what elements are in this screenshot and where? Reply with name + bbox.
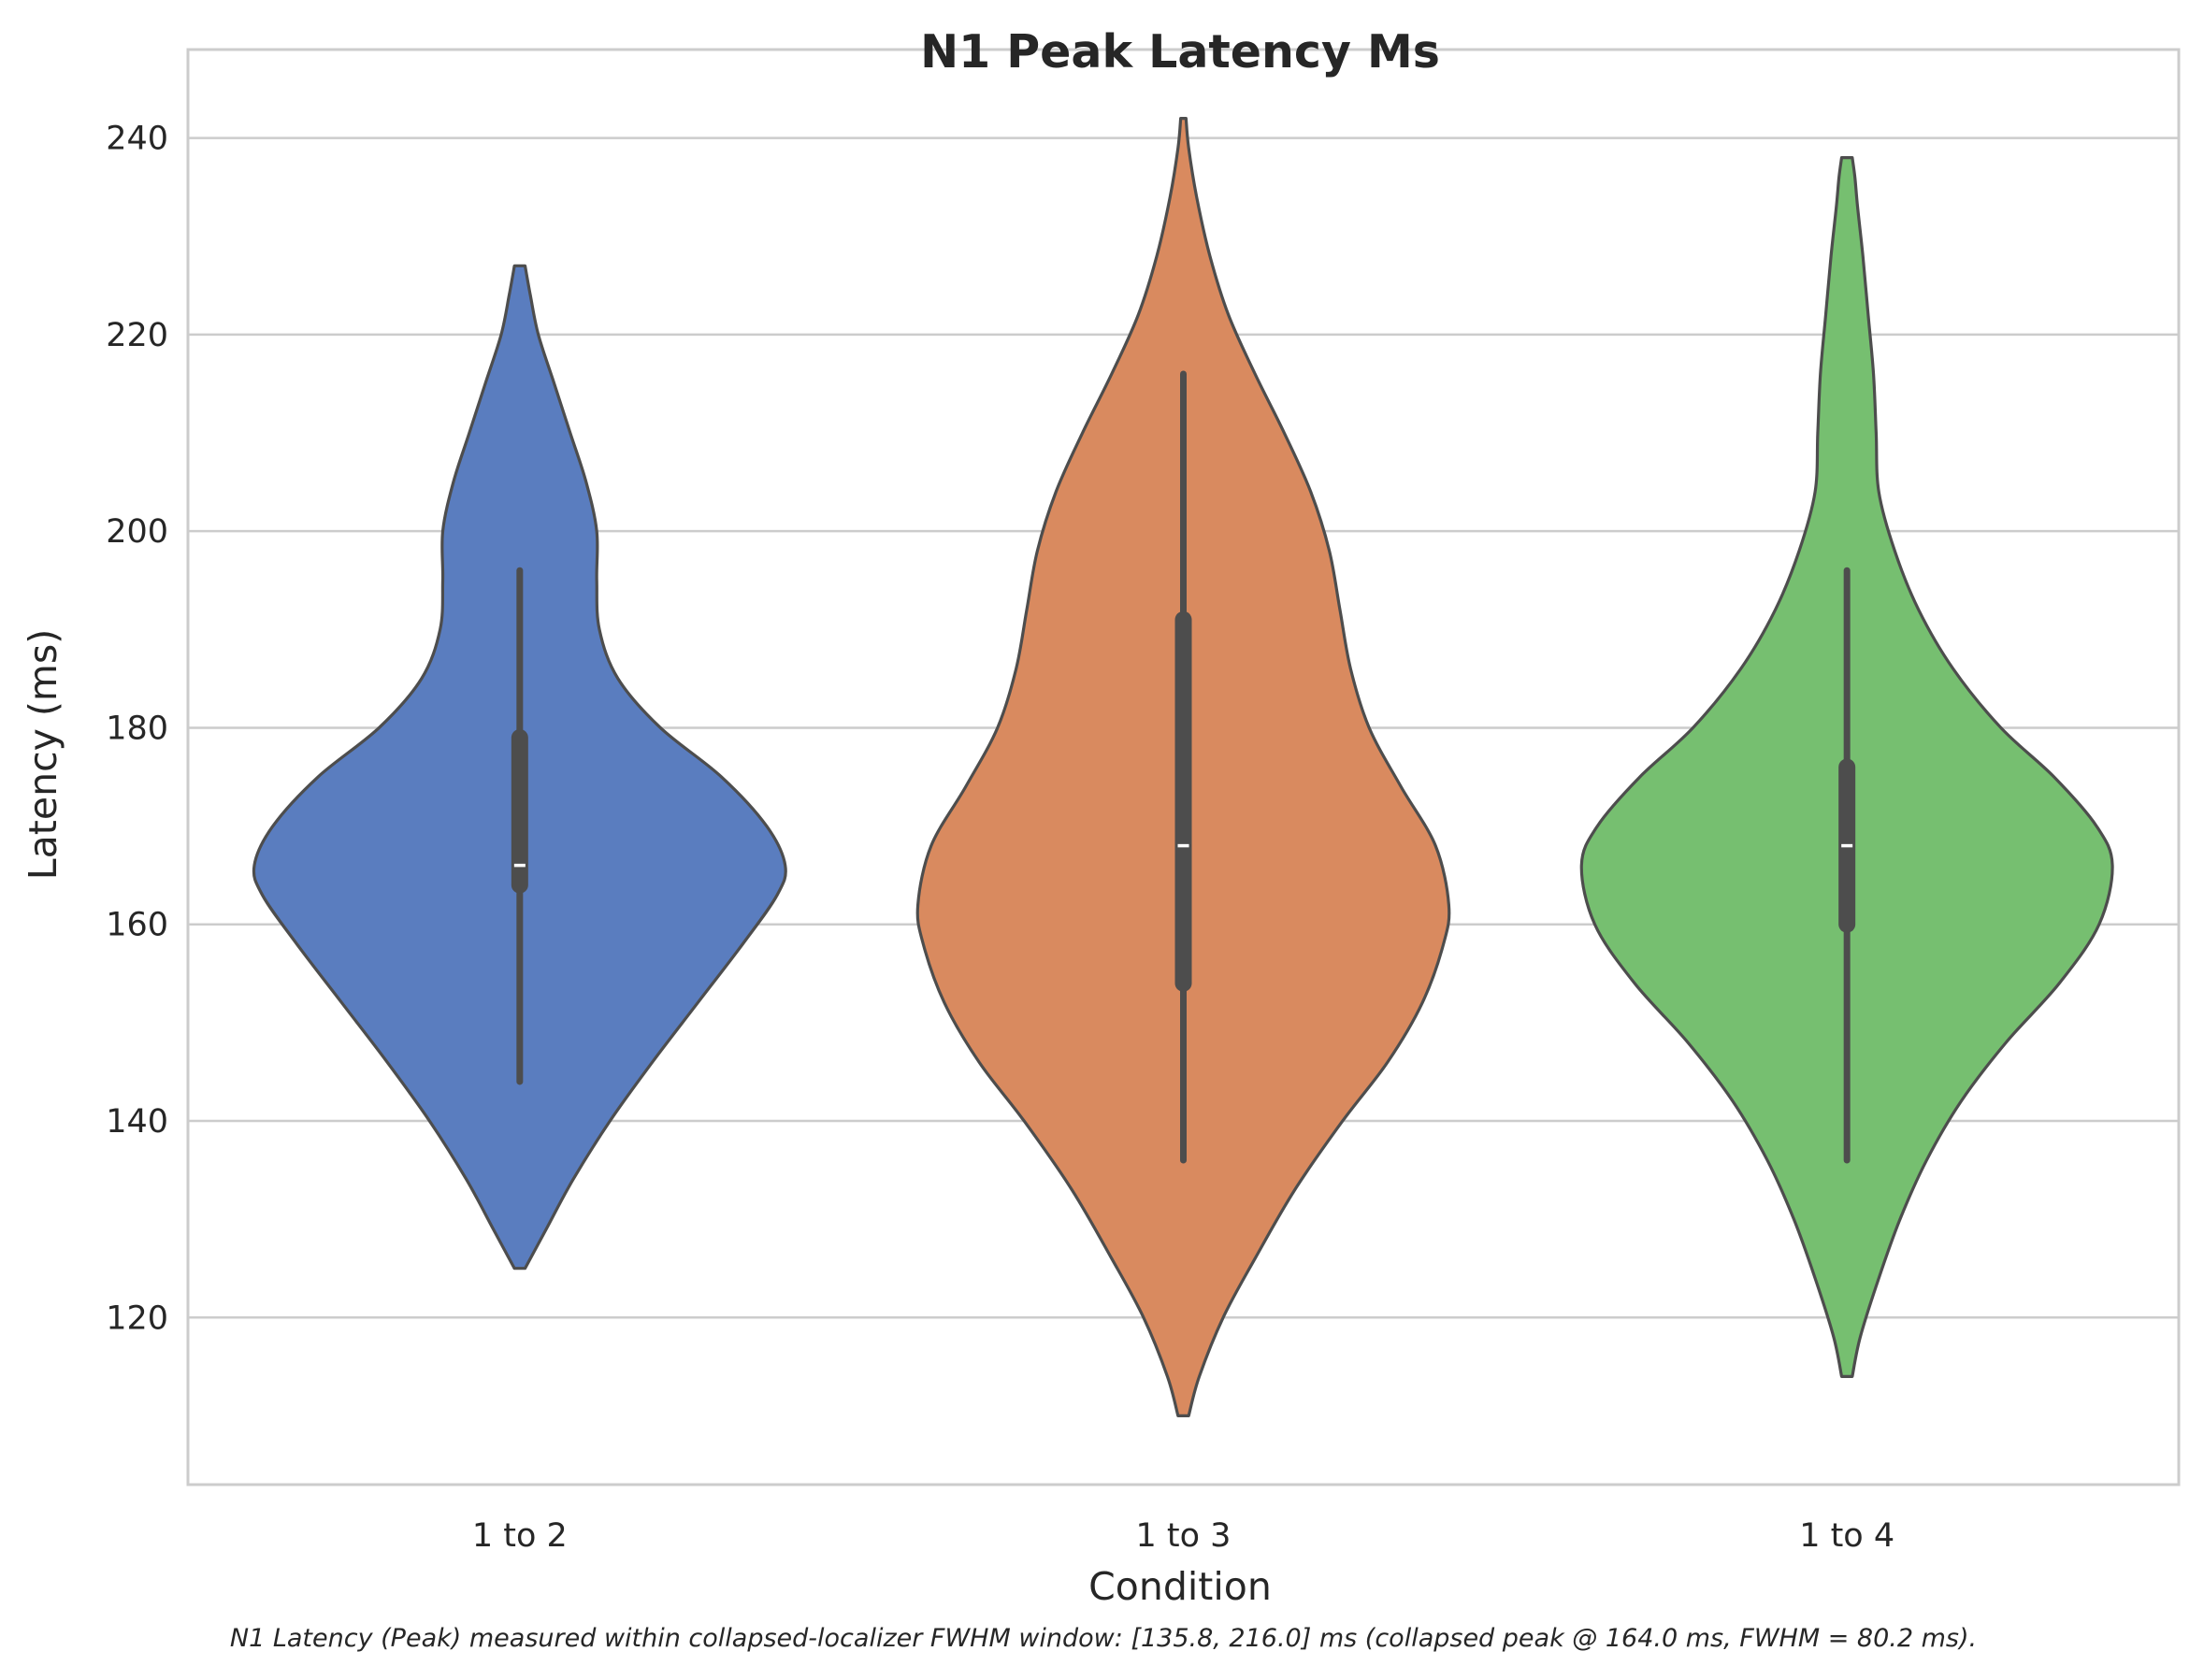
y-tick-label: 240 — [106, 121, 168, 158]
y-tick-label: 120 — [106, 1299, 168, 1337]
x-axis-label: Condition — [1088, 1564, 1272, 1609]
chart-caption: N1 Latency (Peak) measured within collap… — [230, 1624, 1977, 1653]
chart-title: N1 Peak Latency Ms — [920, 25, 1440, 79]
x-tick-label: 1 to 2 — [472, 1517, 568, 1555]
x-tick-label: 1 to 3 — [1136, 1517, 1232, 1555]
violin-1-to-4 — [1579, 156, 2114, 1378]
violin-1-to-3 — [915, 116, 1451, 1417]
y-axis-label: Latency (ms) — [21, 629, 65, 880]
y-tick-label: 200 — [106, 513, 168, 551]
plot-area — [186, 48, 2181, 1486]
violin-1-to-2 — [252, 264, 787, 1271]
y-tick-label: 160 — [106, 907, 168, 944]
y-tick-labels: 120 140 160 180 200 220 240 — [106, 121, 168, 1338]
y-tick-label: 180 — [106, 710, 168, 747]
y-tick-label: 220 — [106, 317, 168, 354]
violins — [252, 116, 2114, 1417]
x-tick-label: 1 to 4 — [1799, 1517, 1894, 1555]
y-tick-label: 140 — [106, 1103, 168, 1141]
x-tick-labels: 1 to 2 1 to 3 1 to 4 — [472, 1517, 1894, 1555]
